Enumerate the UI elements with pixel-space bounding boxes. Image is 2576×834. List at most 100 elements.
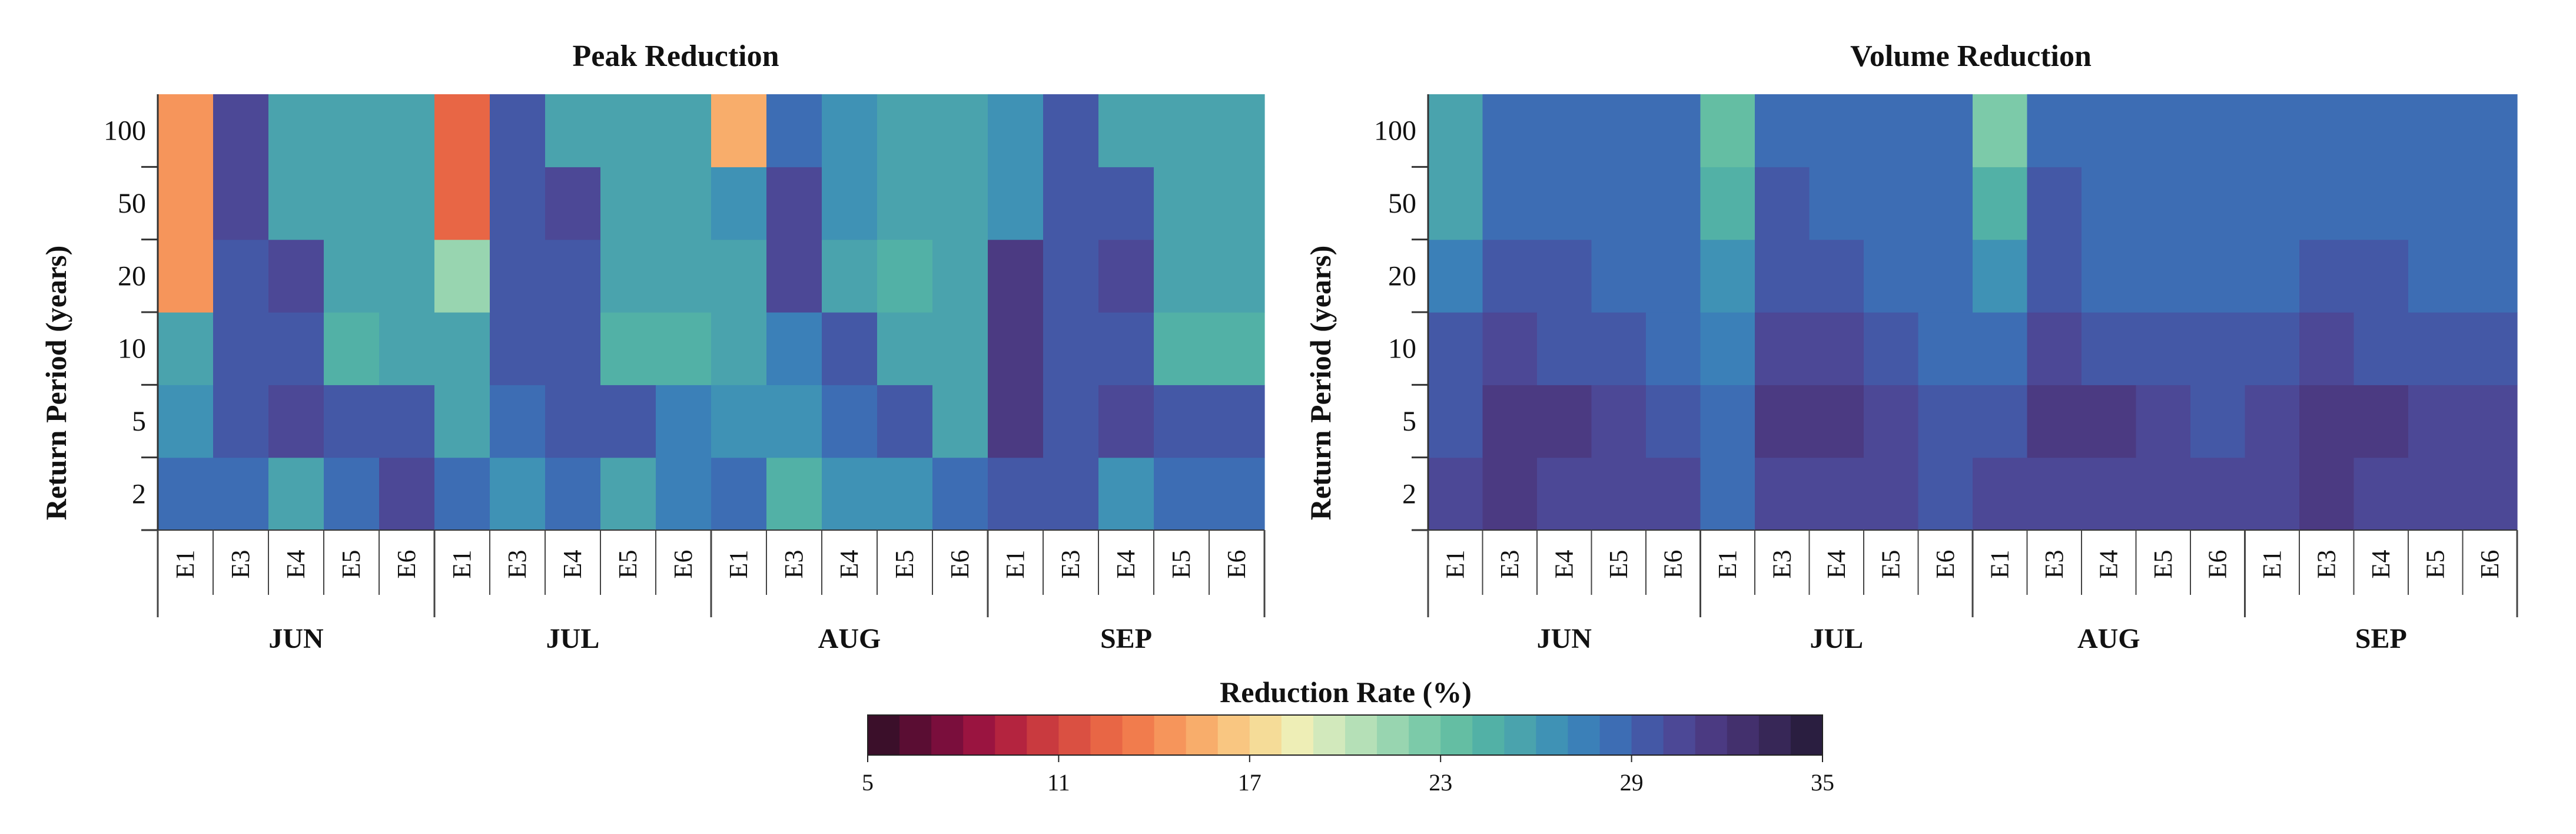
heatmap-cell-r2-c19 [1209, 457, 1265, 531]
heatmap-cell-r20-c14 [2190, 239, 2246, 313]
colorbar-tick-label: 11 [1047, 769, 1070, 796]
heatmap-cell-r5-c17 [1098, 385, 1154, 458]
heatmap-cell-r10-c16 [2299, 312, 2355, 385]
colorbar-swatch [1186, 715, 1219, 755]
volume-reduction-y-axis-label: Return Period (years) [1304, 246, 1337, 521]
heatmap-cell-r50-c1 [213, 167, 269, 240]
heatmap-cell-r2-c16 [1043, 457, 1099, 531]
event-label: E1 [171, 550, 200, 579]
heatmap-cell-r20-c3 [324, 239, 380, 313]
heatmap-cell-r20-c11 [766, 239, 822, 313]
heatmap-cell-r2-c19 [2462, 457, 2518, 531]
heatmap-cell-r100-c5 [434, 94, 490, 167]
volume-reduction-axes: 100 50 20 10 5 2 E1 E3 E4 E5 E6 E1 E3 E4 E5 E6 E1 E3 E4 E5 E… [1374, 94, 2518, 654]
event-label: E4 [1111, 550, 1140, 579]
heatmap-cell-r100-c0 [1428, 94, 1483, 167]
heatmap-cell-r50-c9 [1918, 167, 1973, 240]
heatmap-cell-r50-c16 [2299, 167, 2355, 240]
heatmap-cell-r5-c0 [158, 385, 214, 458]
heatmap-cell-r10-c10 [1973, 312, 2028, 385]
heatmap-cell-r5-c13 [2136, 385, 2191, 458]
heatmap-cell-r5-c13 [877, 385, 933, 458]
heatmap-cell-r50-c1 [1482, 167, 1538, 240]
heatmap-cell-r10-c11 [766, 312, 822, 385]
heatmap-cell-r10-c12 [822, 312, 878, 385]
heatmap-cell-r50-c13 [877, 167, 933, 240]
heatmap-cell-r5-c1 [1482, 385, 1538, 458]
heatmap-cell-r5-c16 [2299, 385, 2355, 458]
heatmap-cell-r2-c15 [2245, 457, 2300, 531]
event-label: E1 [1001, 550, 1030, 579]
heatmap-cell-r100-c6 [1755, 94, 1810, 167]
heatmap-cell-r5-c10 [1973, 385, 2028, 458]
event-label: E6 [945, 550, 974, 579]
event-label: E1 [1985, 550, 2014, 579]
heatmap-cell-r5-c9 [1918, 385, 1973, 458]
colorbar-ticks: 5 11 17 23 29 35 [862, 755, 1834, 796]
heatmap-cell-r2-c8 [600, 457, 656, 531]
heatmap-cell-r5-c10 [711, 385, 767, 458]
heatmap-cell-r100-c7 [1809, 94, 1864, 167]
heatmap-cell-r50-c7 [545, 167, 601, 240]
heatmap-cell-r50-c19 [2462, 167, 2518, 240]
colorbar-swatch [868, 715, 900, 755]
colorbar-swatch [899, 715, 932, 755]
heatmap-cell-r5-c9 [656, 385, 712, 458]
heatmap-cell-r10-c1 [1482, 312, 1538, 385]
heatmap-cell-r10-c0 [1428, 312, 1483, 385]
colorbar-swatch [1440, 715, 1473, 755]
y-tick-label: 10 [1388, 333, 1416, 365]
month-label: AUG [818, 623, 881, 654]
heatmap-cell-r10-c3 [1591, 312, 1646, 385]
heatmap-cell-r20-c13 [2136, 239, 2191, 313]
heatmap-cell-r10-c19 [2462, 312, 2518, 385]
heatmap-cell-r100-c2 [268, 94, 324, 167]
heatmap-cell-r100-c5 [1700, 94, 1755, 167]
heatmap-cell-r2-c12 [822, 457, 878, 531]
heatmap-cell-r50-c0 [1428, 167, 1483, 240]
heatmap-cell-r20-c10 [711, 239, 767, 313]
month-label: SEP [2355, 623, 2407, 654]
heatmap-cell-r20-c0 [158, 239, 214, 313]
heatmap-cell-r2-c6 [490, 457, 546, 531]
colorbar-swatch [1345, 715, 1377, 755]
month-label: JUN [1537, 623, 1592, 654]
event-label: E5 [1876, 550, 1905, 579]
colorbar-swatch [995, 715, 1027, 755]
colorbar-swatch [1249, 715, 1282, 755]
colorbar-swatch [1695, 715, 1728, 755]
event-label: E4 [2366, 550, 2395, 579]
event-label: E4 [2094, 550, 2123, 579]
heatmap-cell-r2-c14 [2190, 457, 2246, 531]
heatmap-cell-r100-c16 [2299, 94, 2355, 167]
heatmap-cell-r20-c13 [877, 239, 933, 313]
heatmap-cell-r100-c13 [877, 94, 933, 167]
heatmap-cell-r2-c16 [2299, 457, 2355, 531]
heatmap-cell-r10-c8 [600, 312, 656, 385]
heatmap-cell-r2-c9 [656, 457, 712, 531]
peak-reduction-axes: 100 50 20 10 5 2 E1 E3 E4 E5 E6 E1 E3 E4 E5 E6 E1 E3 E4 E5 E… [104, 94, 1266, 654]
heatmap-cell-r20-c9 [1918, 239, 1973, 313]
heatmap-cell-r2-c13 [2136, 457, 2191, 531]
heatmap-cell-r2-c4 [1646, 457, 1701, 531]
event-label: E5 [1167, 550, 1196, 579]
heatmap-cell-r5-c4 [379, 385, 435, 458]
peak-reduction-title: Peak Reduction [573, 39, 779, 73]
heatmap-cell-r5-c18 [2408, 385, 2464, 458]
heatmap-cell-r2-c1 [1482, 457, 1538, 531]
heatmap-cell-r100-c12 [2082, 94, 2137, 167]
colorbar-swatch [1727, 715, 1760, 755]
event-label: E3 [2040, 550, 2069, 579]
heatmap-cell-r100-c14 [2190, 94, 2246, 167]
colorbar-swatch [1377, 715, 1409, 755]
heatmap-cell-r50-c4 [1646, 167, 1701, 240]
heatmap-cell-r100-c11 [2027, 94, 2082, 167]
heatmap-cell-r20-c5 [434, 239, 490, 313]
heatmap-cell-r20-c3 [1591, 239, 1646, 313]
heatmap-cell-r50-c14 [2190, 167, 2246, 240]
heatmap-cell-r10-c19 [1209, 312, 1265, 385]
y-tick-label: 2 [132, 478, 146, 509]
heatmap-cell-r2-c0 [158, 457, 214, 531]
colorbar-swatch [1631, 715, 1664, 755]
month-label: JUN [268, 623, 324, 654]
